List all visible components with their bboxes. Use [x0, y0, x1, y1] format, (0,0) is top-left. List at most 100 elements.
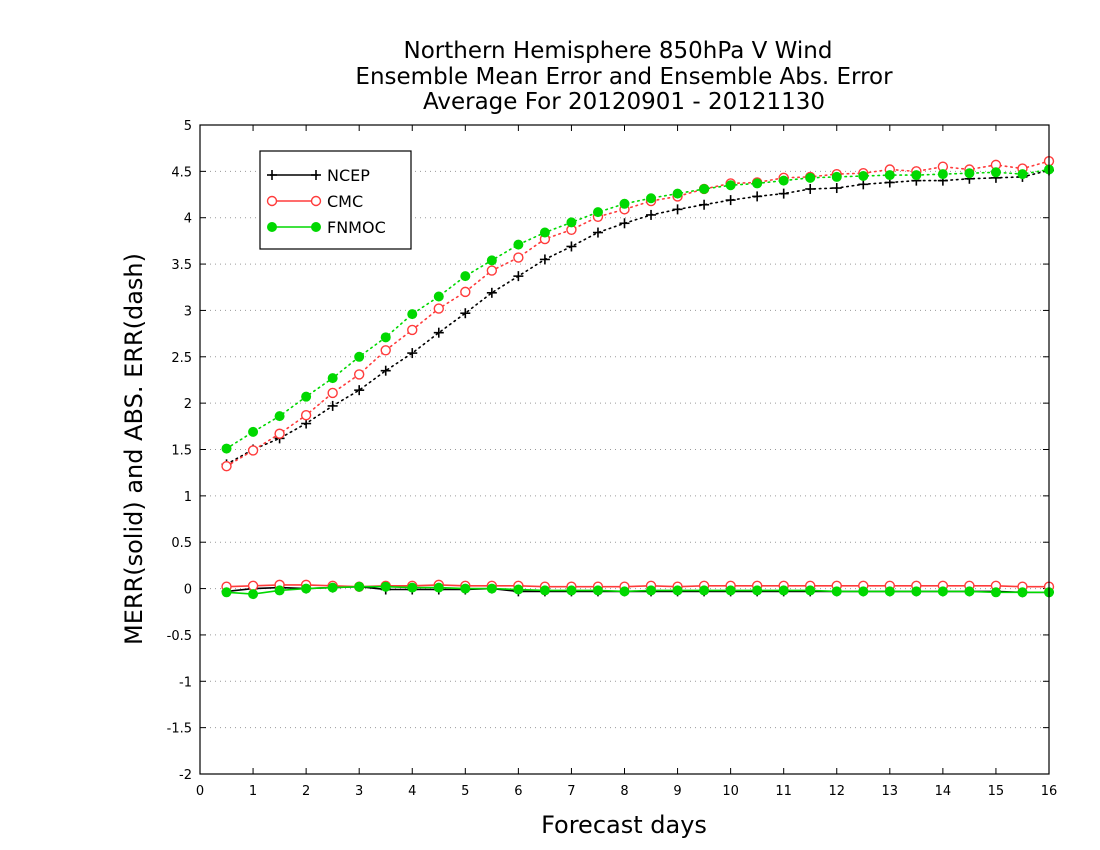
x-tick-label: 5	[461, 784, 469, 799]
series-cmc-abs-err-point	[300, 409, 312, 421]
series-fnmoc-mean-err-point	[805, 585, 816, 596]
legend-marker-end-fnmoc	[311, 222, 321, 232]
series-ncep-abs-err-point	[513, 271, 524, 282]
series-fnmoc-abs-err-point	[858, 170, 869, 181]
y-tick-label: -1.5	[167, 722, 192, 737]
series-fnmoc-abs-err-point	[433, 291, 444, 302]
series-fnmoc-mean-err-point	[539, 585, 550, 596]
series-layer	[221, 155, 1055, 600]
legend-marker-end-ncep	[311, 170, 321, 180]
series-ncep-abs-err-point	[354, 385, 365, 396]
series-ncep-abs-err-point	[539, 254, 550, 265]
series-cmc-abs-err-point	[433, 303, 444, 314]
x-tick-label: 4	[408, 784, 416, 799]
series-ncep-abs-err-point	[805, 183, 816, 194]
series-fnmoc-mean-err-point	[778, 585, 789, 596]
series-ncep-abs-err-point	[831, 183, 842, 194]
y-tick-label: -2	[179, 768, 192, 783]
series-fnmoc-mean-err-point	[884, 586, 895, 597]
series-fnmoc-mean-err-point	[1017, 587, 1028, 598]
series-fnmoc-abs-err-point	[221, 443, 232, 454]
y-tick-label: -0.5	[167, 629, 192, 644]
series-ncep-abs-err-point	[752, 191, 763, 202]
x-tick-label: 1	[249, 784, 257, 799]
legend: NCEP CMC FNMOC	[259, 150, 412, 250]
x-axis-label: Forecast days	[541, 811, 707, 839]
series-fnmoc-mean-err-point	[274, 585, 285, 596]
series-fnmoc-abs-err-point	[937, 169, 948, 180]
series-fnmoc-mean-err-point	[831, 586, 842, 597]
series-fnmoc-mean-err-point	[752, 585, 763, 596]
series-fnmoc-mean-err-point	[407, 582, 418, 593]
x-tick-label: 15	[988, 784, 1005, 799]
plot-frame	[199, 124, 1050, 775]
legend-box	[259, 150, 412, 250]
x-tick-label: 14	[935, 784, 952, 799]
chart-title-line-2: Ensemble Mean Error and Ensemble Abs. Er…	[355, 64, 893, 90]
series-fnmoc-mean-err-point	[301, 583, 312, 594]
y-tick-label: 2	[184, 397, 192, 412]
x-tick-label: 3	[355, 784, 363, 799]
legend-marker-start-ncep	[267, 170, 277, 180]
series-fnmoc-abs-err-point	[805, 172, 816, 183]
series-cmc-abs-err-point	[327, 387, 338, 399]
series-fnmoc-abs-err-point	[884, 170, 895, 181]
x-tick-label: 7	[567, 784, 575, 799]
series-ncep-abs-err-point	[380, 365, 391, 376]
series-fnmoc-abs-err-point	[513, 239, 524, 250]
series-fnmoc-mean-err-point	[672, 585, 683, 596]
series-fnmoc-abs-err-point	[911, 170, 922, 181]
series-ncep-abs-err-point	[725, 195, 736, 206]
series-fnmoc-mean-err-point	[646, 585, 657, 596]
x-tick-label: 13	[882, 784, 899, 799]
series-ncep-abs-err-point	[592, 227, 603, 238]
series-fnmoc-mean-err-point	[380, 581, 391, 592]
y-tick-label: 3.5	[171, 258, 192, 273]
series-cmc-abs-err-point	[274, 428, 285, 439]
legend-label-cmc: CMC	[327, 192, 363, 211]
series-fnmoc-mean-err-point	[221, 587, 232, 598]
x-tick-label: 11	[775, 784, 792, 799]
y-tick-label: -1	[179, 675, 192, 690]
series-cmc-abs-err-point	[460, 286, 471, 298]
series-ncep-abs-err-point	[327, 400, 338, 411]
series-fnmoc-abs-err-point	[539, 227, 550, 238]
legend-label-ncep: NCEP	[327, 166, 370, 185]
y-tick-label: 1.5	[171, 444, 192, 459]
legend-marker-end-cmc	[310, 195, 322, 207]
series-fnmoc-abs-err-point	[752, 178, 763, 189]
series-fnmoc-abs-err-point	[486, 255, 497, 266]
y-tick-label: 2.5	[171, 351, 192, 366]
x-tick-label: 6	[514, 784, 522, 799]
series-fnmoc-abs-err-point	[725, 180, 736, 191]
y-tick-label: 4	[184, 212, 192, 227]
series-fnmoc-mean-err-point	[566, 585, 577, 596]
series-ncep-abs-err-point	[460, 308, 471, 319]
y-axis-label: MERR(solid) and ABS. ERR(dash)	[120, 253, 148, 645]
y-tick-label: 3	[184, 304, 192, 319]
y-tick-label: 1	[184, 490, 192, 505]
series-fnmoc-abs-err-point	[990, 167, 1001, 178]
series-cmc-abs-err-point	[221, 460, 232, 472]
series-fnmoc-abs-err-point	[248, 426, 259, 437]
series-fnmoc-abs-err-point	[274, 411, 285, 422]
series-fnmoc-abs-err-point	[566, 217, 577, 228]
y-tick-label: 0	[184, 583, 192, 598]
series-fnmoc-mean-err-point	[433, 582, 444, 593]
series-ncep-abs-err-point	[619, 218, 630, 229]
series-fnmoc	[221, 164, 1054, 600]
series-fnmoc-mean-err-point	[725, 585, 736, 596]
series-fnmoc-mean-err-point	[964, 586, 975, 597]
y-tick-label: 5	[184, 119, 192, 134]
x-tick-label: 12	[828, 784, 845, 799]
series-ncep-abs-err-point	[778, 188, 789, 199]
series-ncep-abs-err-point	[433, 327, 444, 338]
series-fnmoc-abs-err-point	[592, 207, 603, 218]
series-fnmoc-abs-err-point	[354, 351, 365, 362]
series-fnmoc-abs-err-point	[327, 373, 338, 384]
legend-label-fnmoc: FNMOC	[327, 218, 386, 237]
chart-title-line-1: Northern Hemisphere 850hPa V Wind	[404, 38, 833, 64]
gridlines	[200, 170, 1049, 729]
series-fnmoc-abs-err-point	[407, 309, 418, 320]
